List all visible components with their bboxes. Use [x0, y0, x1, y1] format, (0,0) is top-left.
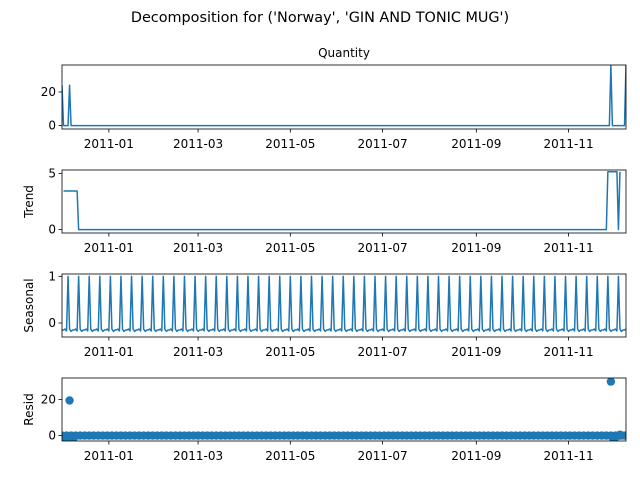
x-tick-label: 2011-09	[451, 137, 501, 151]
y-axis-label: Trend	[22, 185, 36, 219]
x-tick-label: 2011-01	[84, 241, 134, 255]
series-line	[63, 171, 621, 231]
x-tick-label: 2011-01	[84, 137, 134, 151]
x-tick-label: 2011-09	[451, 345, 501, 359]
resid-point	[617, 431, 626, 440]
x-tick-label: 2011-11	[543, 449, 593, 463]
resid-point	[69, 433, 79, 441]
x-tick-label: 2011-07	[357, 241, 407, 255]
resid-point	[606, 378, 616, 386]
x-tick-label: 2011-07	[357, 345, 407, 359]
figure-title: Decomposition for ('Norway', 'GIN AND TO…	[131, 10, 509, 26]
series-line	[62, 275, 626, 333]
x-tick-label: 2011-03	[173, 241, 223, 255]
x-tick-label: 2011-05	[265, 241, 315, 255]
axes-frame	[61, 377, 627, 442]
x-tick-label: 2011-01	[84, 345, 134, 359]
x-tick-label: 2011-03	[173, 345, 223, 359]
panel-4: Resid 0 20 2011-01 2011-03 2011-05 2011-07 2011…	[22, 377, 627, 463]
plot-area	[63, 171, 621, 231]
panel-1: Quantity 0 20 2011-01 2011-03 2011-05 2011-07 2…	[41, 46, 627, 151]
plot-area	[62, 65, 626, 127]
y-tick-label: 0	[48, 316, 56, 330]
resid-point	[65, 396, 74, 405]
panel-3: Seasonal 0 1 2011-01 2011-03 2011-05 2011-07 20…	[22, 269, 627, 359]
y-tick-label: 0	[48, 223, 56, 237]
panel-2: Trend 0 5 2011-01 2011-03 2011-05 2011-07 2011-…	[22, 166, 627, 255]
panel-title: Quantity	[318, 46, 370, 60]
x-tick-label: 2011-09	[451, 449, 501, 463]
axes-frame	[61, 64, 627, 130]
series-line	[62, 65, 626, 127]
x-tick-label: 2011-09	[451, 241, 501, 255]
x-tick-label: 2011-11	[543, 137, 593, 151]
x-tick-label: 2011-01	[84, 449, 134, 463]
y-axis-label: Seasonal	[22, 278, 36, 332]
plot-area	[62, 378, 626, 441]
y-axis-label: Resid	[22, 393, 36, 425]
x-tick-label: 2011-11	[543, 241, 593, 255]
x-tick-label: 2011-05	[265, 137, 315, 151]
x-tick-label: 2011-11	[543, 345, 593, 359]
x-tick-label: 2011-05	[265, 449, 315, 463]
subplots: Quantity 0 20 2011-01 2011-03 2011-05 2011-07 2…	[22, 46, 627, 463]
x-tick-label: 2011-03	[173, 137, 223, 151]
x-tick-label: 2011-03	[173, 449, 223, 463]
y-tick-label: 0	[48, 119, 56, 133]
y-tick-label: 1	[48, 269, 56, 283]
y-tick-label: 20	[41, 393, 56, 407]
axes-frame	[61, 169, 627, 234]
y-tick-label: 5	[48, 166, 56, 180]
x-tick-label: 2011-05	[265, 345, 315, 359]
y-tick-label: 0	[48, 429, 56, 443]
x-tick-label: 2011-07	[357, 449, 407, 463]
y-tick-label: 20	[41, 85, 56, 99]
x-tick-label: 2011-07	[357, 137, 407, 151]
axes-frame	[61, 273, 627, 338]
plot-area	[62, 275, 626, 333]
